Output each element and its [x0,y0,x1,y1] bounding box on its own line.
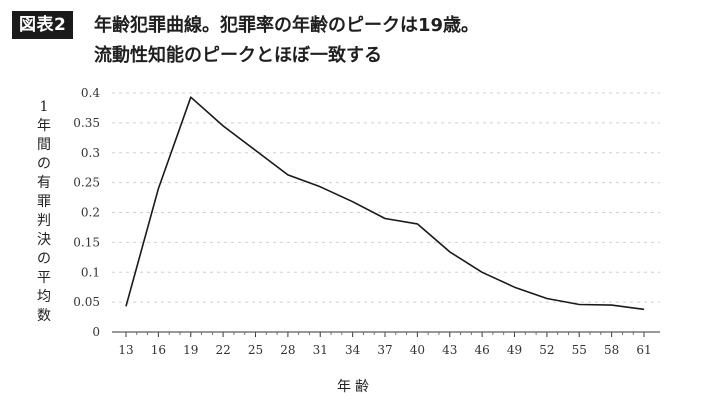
y-tick-label: 0 [92,325,100,339]
data-point [254,149,256,151]
data-point [222,125,224,127]
chart-title: 年齢犯罪曲線。犯罪率の年齢のピークは19歳。 流動性知能のピークとほぼ一致する [94,11,479,71]
data-point [287,174,289,176]
x-tick-label: 13 [118,343,133,357]
chart-header: 図表2 年齢犯罪曲線。犯罪率の年齢のピークは19歳。 流動性知能のピークとほぼ一… [10,8,700,72]
x-tick-label: 49 [507,343,522,357]
y-tick-label: 0.15 [73,235,100,249]
x-tick-label: 61 [636,343,651,357]
data-point [578,303,580,305]
x-tick-label: 34 [345,343,361,357]
data-point [319,186,321,188]
data-point [513,286,515,288]
x-tick-label: 19 [183,343,198,357]
chart-title-line-2: 流動性知能のピークとほぼ一致する [94,45,382,66]
x-tick-label: 52 [539,343,554,357]
y-tick-label: 0.25 [73,176,100,190]
y-tick-label: 0.2 [81,206,100,220]
data-point [610,304,612,306]
chart-title-line-1: 年齢犯罪曲線。犯罪率の年齢のピークは19歳。 [94,15,480,36]
data-point [481,271,483,273]
data-point [351,201,353,203]
y-tick-label: 0.1 [81,265,100,279]
data-point [157,187,159,189]
series-line [125,96,645,311]
data-point [449,251,451,253]
x-tick-label: 31 [313,343,328,357]
figure-badge: 図表2 [12,11,74,39]
x-tick-label: 55 [572,343,587,357]
y-axis-label: 1年間の有罪判決の平均数 [37,99,51,324]
x-tick-label: 25 [248,343,263,357]
data-point [190,96,192,98]
x-tick-label: 43 [442,343,457,357]
x-tick-label: 40 [410,343,425,357]
y-tick-label: 0.3 [81,146,100,160]
data-point [416,223,418,225]
y-tick-label: 0.05 [73,295,100,309]
x-axis-label: 年齢 [337,379,373,395]
y-tick-label: 0.4 [81,86,100,100]
data-point [643,308,645,310]
x-tick-label: 28 [280,343,295,357]
y-tick-label: 0.35 [73,116,100,130]
x-tick-label: 46 [474,343,489,357]
x-tick-label: 58 [604,343,619,357]
x-tick-label: 16 [151,343,166,357]
data-point [546,297,548,299]
data-point [125,305,127,307]
x-tick-label: 22 [215,343,230,357]
x-tick-label: 37 [377,343,392,357]
data-point [384,217,386,219]
